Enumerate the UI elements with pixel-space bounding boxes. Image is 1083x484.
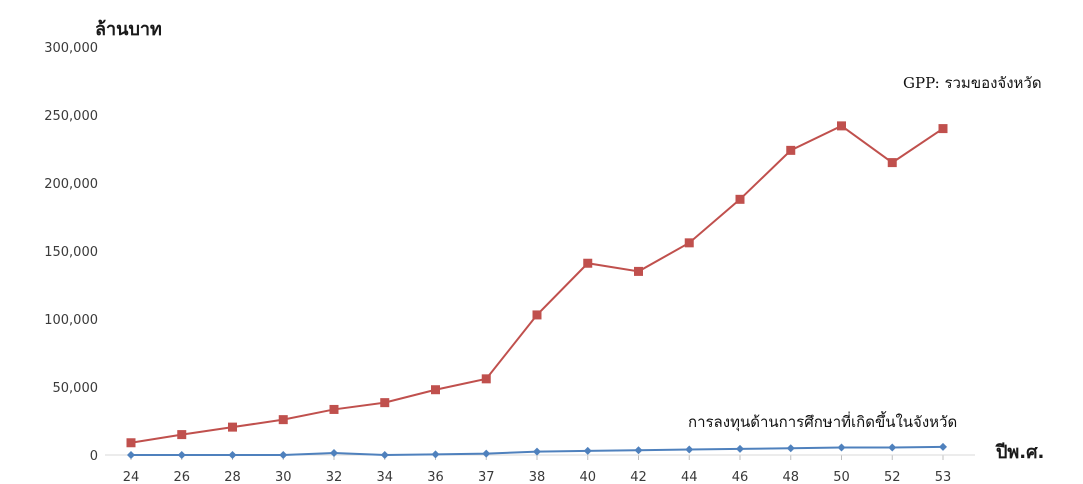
x-tick-label: 36 [427,470,444,484]
x-tick-label: 30 [275,470,292,484]
series-0-point [532,310,542,320]
series-1-point [583,446,592,455]
series-0-point [634,266,643,276]
series-0-point [837,121,846,131]
x-tick-label: 40 [579,470,596,484]
series-1-point [127,451,135,459]
x-tick-label: 28 [224,470,241,484]
x-tick-label: 34 [376,470,393,484]
series-1-point [482,449,491,458]
series-0-point [228,422,237,432]
y-tick-label: 100,000 [44,313,98,328]
y-tick-label: 300,000 [44,41,98,56]
series-label-gpp: GPP: รวมของจังหวัด [903,74,1042,92]
y-tick-label: 50,000 [53,381,99,396]
x-tick-label: 37 [478,470,495,484]
x-tick-label: 46 [732,470,749,484]
series-0-point [380,398,390,408]
series-1-point [888,443,897,452]
series-1-point [228,451,237,459]
series-1-point [431,450,440,459]
series-0-point [177,430,187,440]
series-1-point [736,444,744,453]
series-1-point [330,448,338,457]
x-axis-ticks: 24 26 28 30 32 34 36 37 38 40 42 44 46 48 50 52 53 [123,455,952,484]
series-layer [126,121,948,459]
x-tick-label: 32 [326,470,343,484]
series-1-point [279,451,288,459]
series-line-0 [130,124,944,444]
series-0-point [735,194,745,204]
series-0-point [481,374,491,384]
x-tick-label: 26 [173,470,190,484]
x-tick-label: 38 [529,470,546,484]
series-0-point [887,158,897,168]
x-tick-label: 48 [782,470,799,484]
series-1-point [380,451,389,459]
x-tick-label: 42 [630,470,647,484]
x-tick-label: 44 [681,470,698,484]
series-0-point [278,415,288,425]
series-1-point [786,444,795,453]
series-1-point [685,445,694,454]
series-1-point [837,443,846,452]
x-tick-label: 52 [884,470,901,484]
series-0-point [786,145,796,155]
x-axis-title: ปีพ.ศ. [995,442,1045,463]
x-tick-label: 53 [935,470,952,484]
series-0-point [938,124,948,134]
series-1-point [533,447,541,456]
x-tick-label: 50 [833,470,850,484]
series-0-point [126,438,136,448]
y-tick-label: 250,000 [44,109,98,124]
series-0-point [431,385,440,395]
y-tick-label: 200,000 [44,177,98,192]
series-0-point [583,258,593,268]
series-0-point [684,238,694,248]
y-tick-label: 150,000 [44,245,98,260]
x-tick-label: 24 [123,470,140,484]
series-1-point [634,446,643,455]
series-label-education-investment: การลงทุนด้านการศึกษาที่เกิดขึ้นในจังหวัด [688,411,957,432]
y-axis-title: ล้านบาท [95,19,162,40]
y-tick-label: 0 [90,449,98,464]
y-axis-ticks: 0 50,000 100,000 150,000 200,000 250,000 300,0… [44,41,98,464]
series-1-point [939,442,947,451]
series-0-point [329,404,339,414]
series-1-point [177,451,186,459]
